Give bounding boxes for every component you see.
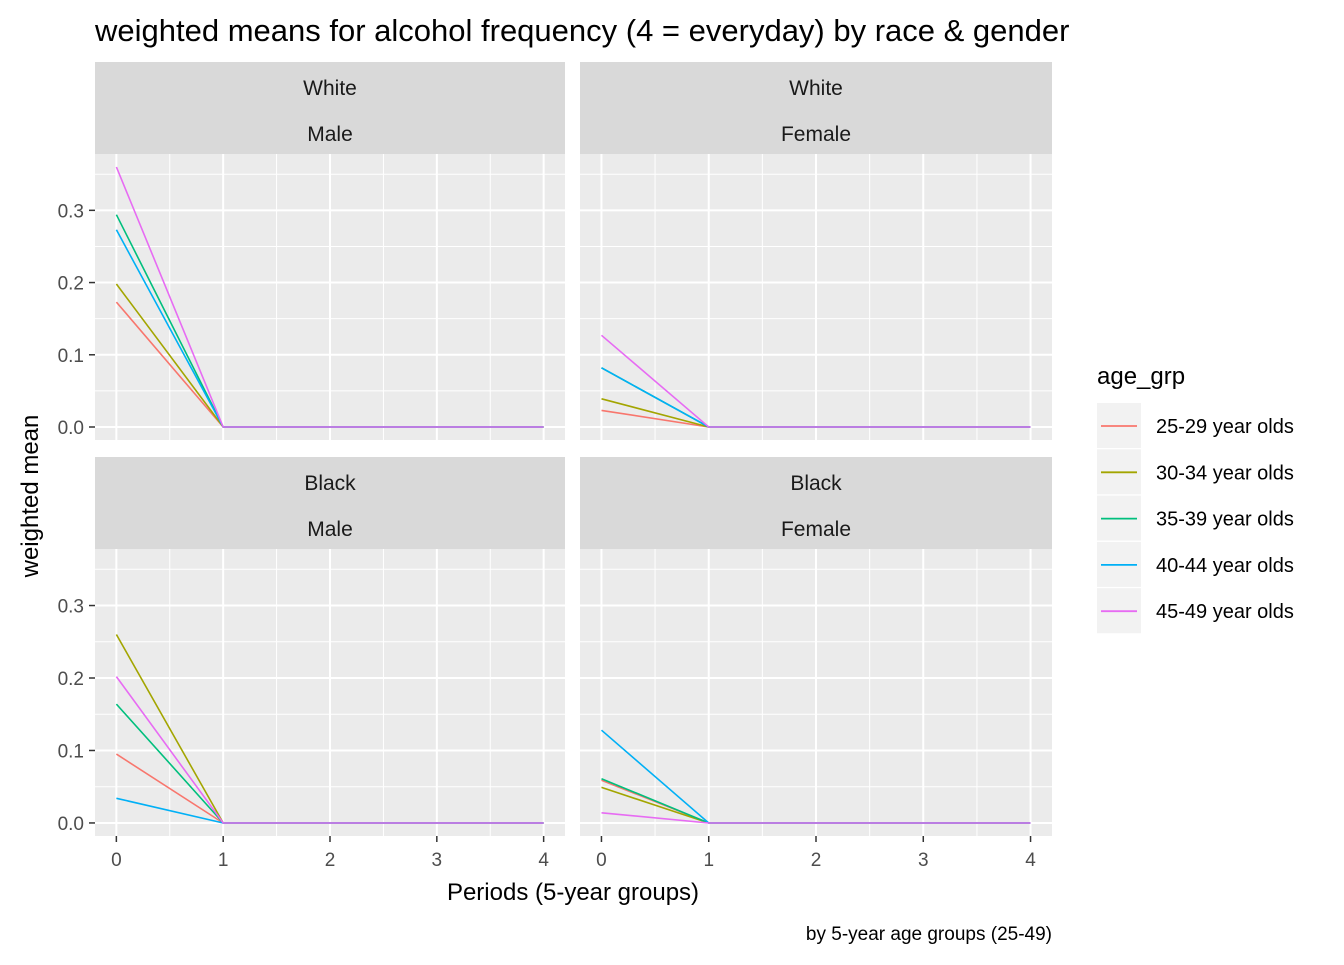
x-tick-label: 0 (111, 850, 122, 871)
x-tick-label: 1 (218, 850, 229, 871)
y-tick-label: 0.2 (58, 669, 84, 690)
x-tick-label: 2 (325, 850, 336, 871)
facet-panel: White Female (580, 62, 1052, 440)
facet-strip (580, 457, 1052, 549)
facet-panel: Black Male 0.0 0.1 0.2 0.3 0 1 2 3 4 (58, 457, 565, 871)
facet-strip-gender: Male (307, 518, 353, 541)
x-tick-label: 1 (703, 850, 714, 871)
facet-strip (95, 457, 565, 549)
x-tick-label: 4 (538, 850, 549, 871)
y-tick-label: 0.1 (58, 346, 84, 367)
x-tick-label: 4 (1025, 850, 1036, 871)
series-line (600, 334, 1031, 428)
legend: age_grp 25-29 year olds 30-34 year olds 35… (1097, 363, 1294, 634)
legend-label: 40-44 year olds (1156, 555, 1294, 577)
facet-strip-race: White (789, 77, 843, 100)
facet-strip-race: Black (790, 472, 842, 495)
x-tick-label: 3 (432, 850, 443, 871)
facet-strip-race: Black (304, 472, 356, 495)
facet-strip (580, 62, 1052, 154)
series-line (601, 812, 1031, 824)
y-tick-label: 0.2 (58, 274, 84, 295)
facet-panel: White Male 0.0 0.1 0.2 0.3 (58, 62, 565, 440)
chart-caption: by 5-year age groups (25-49) (806, 924, 1052, 945)
chart-title: weighted means for alcohol frequency (4 … (94, 13, 1069, 48)
series-line (115, 676, 544, 824)
legend-label: 35-39 year olds (1156, 509, 1294, 531)
facet-panel: Black Female 0 1 2 3 4 (580, 457, 1052, 871)
x-tick-label: 2 (811, 850, 822, 871)
facet-strip (95, 62, 565, 154)
y-tick-label: 0.3 (58, 597, 84, 618)
legend-label: 30-34 year olds (1156, 462, 1294, 484)
x-axis-label: Periods (5-year groups) (447, 879, 699, 906)
facet-strip-gender: Female (781, 518, 851, 541)
y-axis-label: weighted mean (17, 415, 44, 579)
legend-label: 45-49 year olds (1156, 601, 1294, 623)
y-tick-label: 0.0 (58, 814, 84, 835)
facet-panels: White Male 0.0 0.1 0.2 0.3 White Female Black Mal… (58, 62, 1052, 871)
facet-strip-race: White (303, 77, 357, 100)
y-tick-label: 0.3 (58, 201, 84, 222)
y-tick-label: 0.0 (58, 418, 84, 439)
legend-title: age_grp (1097, 363, 1185, 390)
series-line (115, 166, 544, 428)
facet-strip-gender: Female (781, 123, 851, 146)
facet-strip-gender: Male (307, 123, 353, 146)
x-tick-label: 0 (596, 850, 607, 871)
y-tick-label: 0.1 (58, 741, 84, 762)
legend-label: 25-29 year olds (1156, 416, 1294, 438)
x-tick-label: 3 (918, 850, 929, 871)
